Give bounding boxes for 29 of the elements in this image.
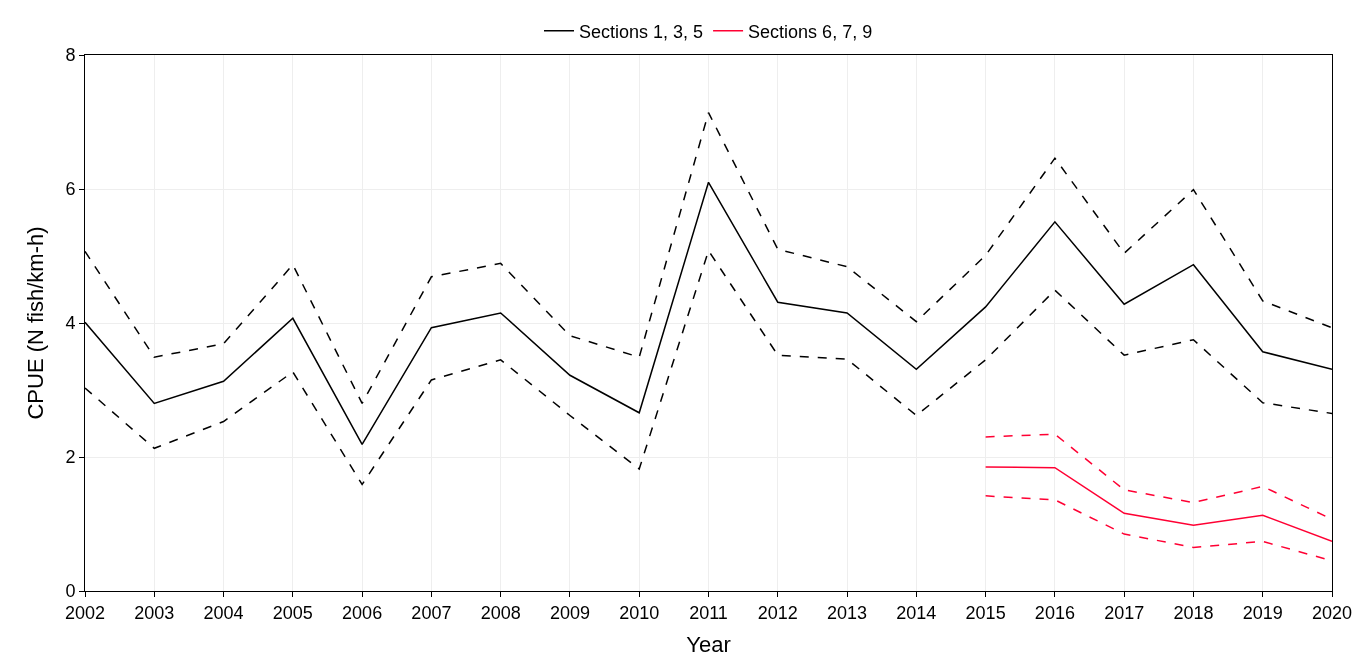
legend-label: Sections 6, 7, 9 bbox=[748, 21, 873, 42]
x-tick-label: 2015 bbox=[965, 602, 1006, 623]
x-tick-label: 2013 bbox=[827, 602, 868, 623]
y-tick-label: 6 bbox=[65, 179, 76, 200]
x-tick-label: 2012 bbox=[757, 602, 798, 623]
y-tick-label: 4 bbox=[65, 313, 76, 334]
x-tick-label: 2002 bbox=[64, 602, 106, 623]
x-tick-label: 2011 bbox=[689, 602, 728, 623]
x-tick-label: 2014 bbox=[896, 602, 937, 623]
y-tick-label: 8 bbox=[65, 45, 76, 66]
x-tick-label: 2020 bbox=[1311, 602, 1353, 623]
x-tick-label: 2005 bbox=[272, 602, 313, 623]
x-tick-label: 2004 bbox=[203, 602, 244, 623]
line-series bbox=[984, 466, 1332, 543]
x-tick-label: 2006 bbox=[342, 602, 383, 623]
x-tick-label: 2010 bbox=[619, 602, 660, 623]
x-tick-label: 2019 bbox=[1242, 602, 1283, 623]
y-axis-title: CPUE (N fish/km-h) bbox=[23, 226, 49, 420]
x-tick-label: 2016 bbox=[1034, 602, 1075, 623]
x-tick-label: 2018 bbox=[1173, 602, 1214, 623]
x-tick-label: 2008 bbox=[480, 602, 521, 623]
x-tick-label: 2009 bbox=[549, 602, 590, 623]
x-axis-title: Year bbox=[686, 632, 731, 658]
legend-label: Sections 1, 3, 5 bbox=[579, 21, 704, 42]
y-tick-label: 2 bbox=[65, 447, 76, 468]
x-tick-label: 2003 bbox=[134, 602, 175, 623]
x-tick-label: 2017 bbox=[1104, 602, 1145, 623]
x-tick-label: 2007 bbox=[411, 602, 452, 623]
y-tick-label: 0 bbox=[65, 581, 76, 602]
